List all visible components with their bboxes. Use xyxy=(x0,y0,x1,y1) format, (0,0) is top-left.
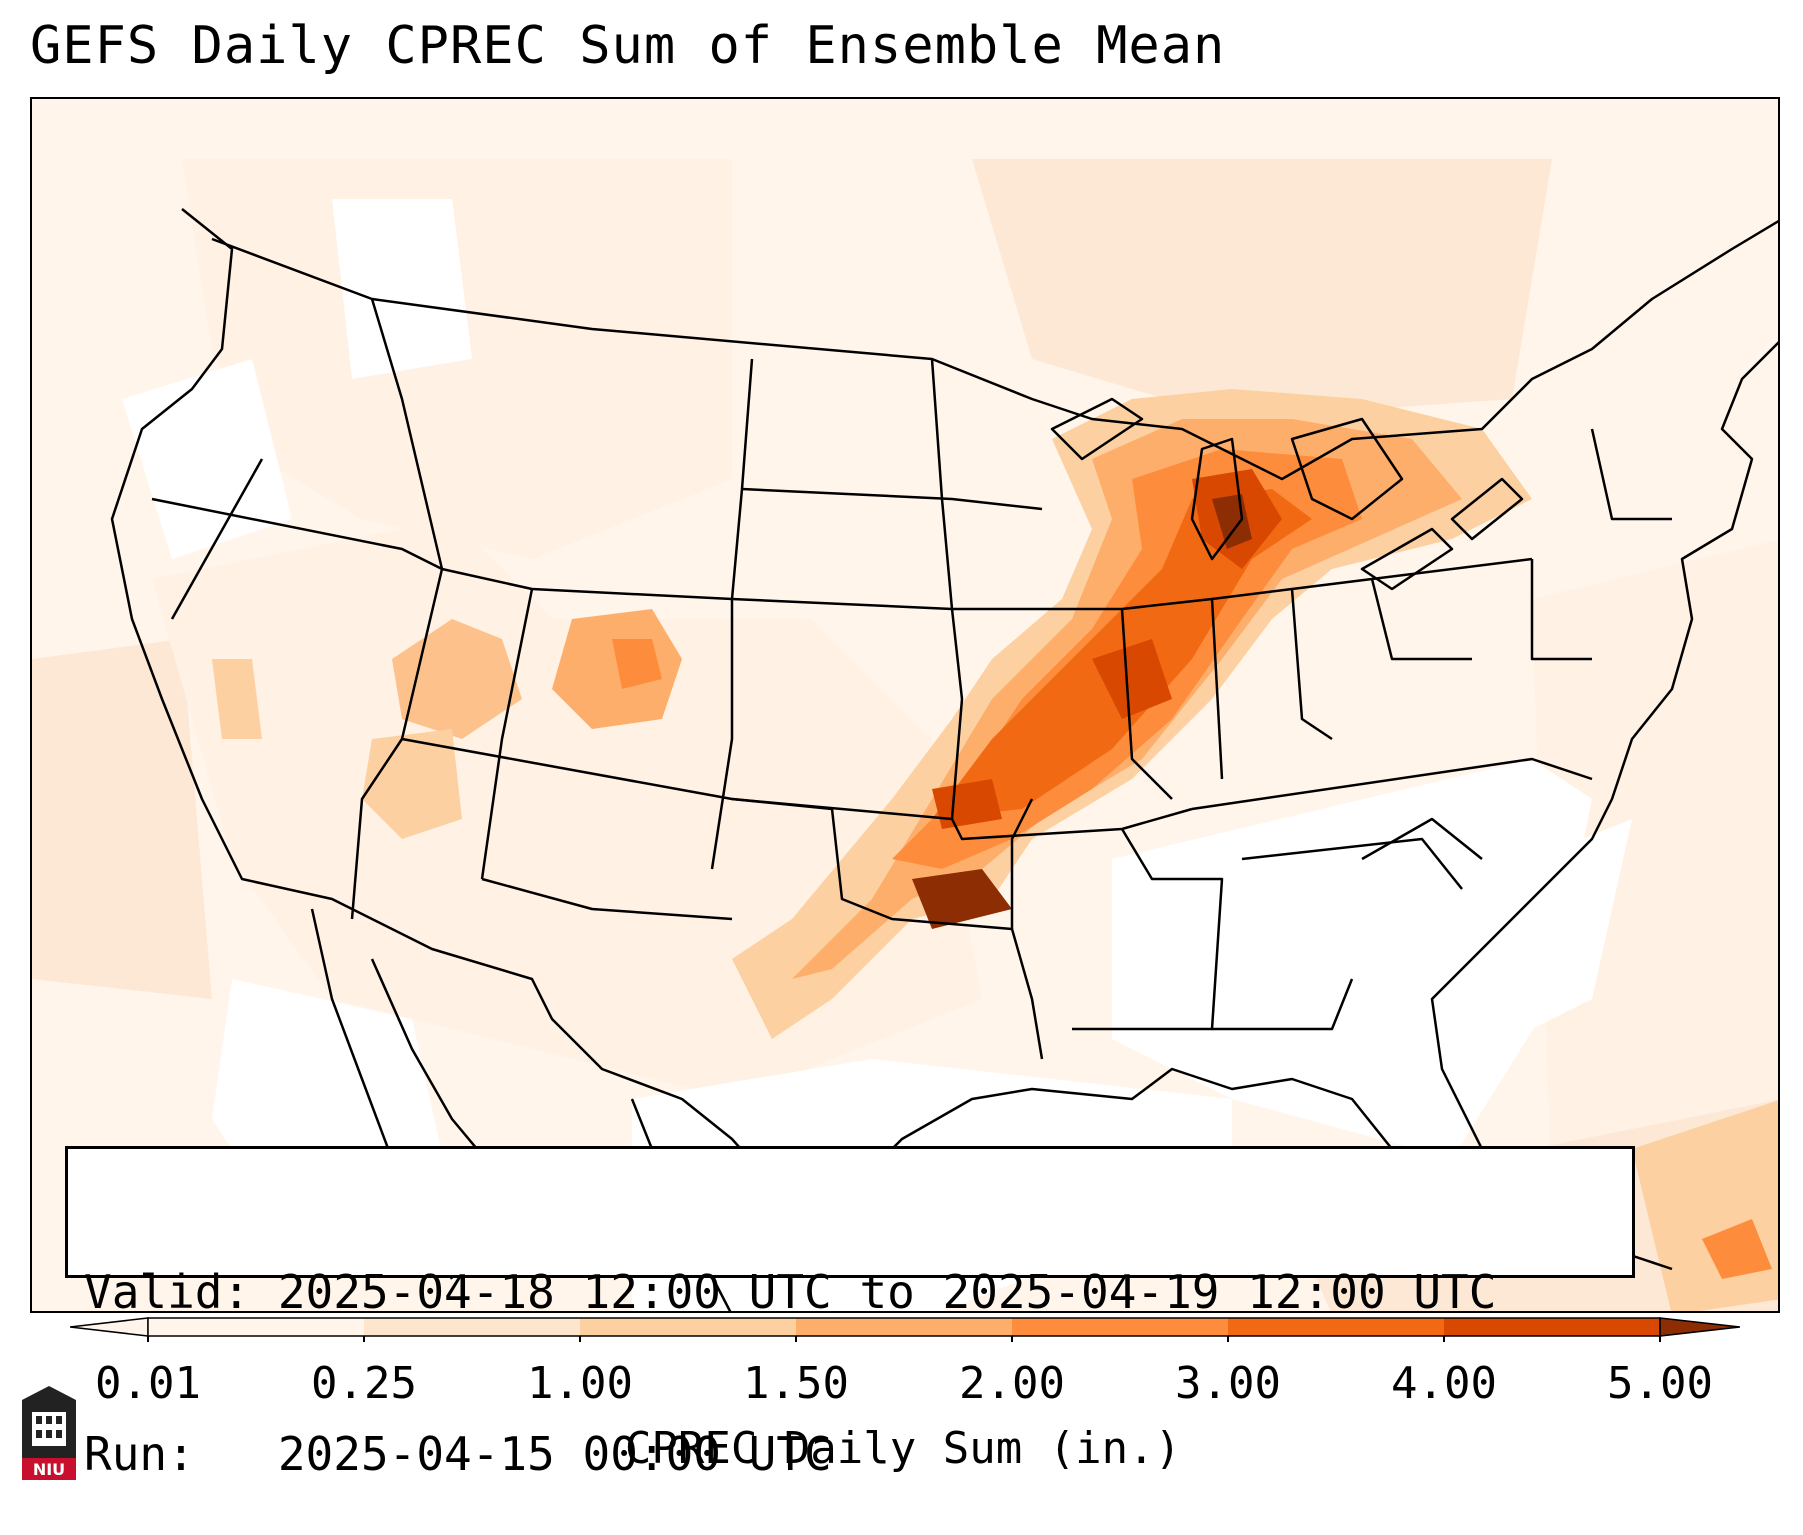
colorbar-segment-7 xyxy=(1444,1318,1660,1336)
colorbar-low-extend xyxy=(70,1317,149,1337)
colorbar-tick-label-5: 2.00 xyxy=(959,1358,1065,1409)
colorbar-segment-3 xyxy=(580,1318,796,1336)
valid-time-box: Valid: 2025-04-18 12:00 UTC to 2025-04-1… xyxy=(65,1146,1635,1481)
colorbar-tick-label-2: 0.25 xyxy=(311,1358,417,1409)
colorbar xyxy=(70,1317,1740,1342)
colorbar-segment-1 xyxy=(148,1318,364,1336)
colorbar-segment-2 xyxy=(364,1318,580,1336)
colorbar-tick-label-7: 4.00 xyxy=(1391,1358,1497,1409)
colorbar-tick-label-6: 3.00 xyxy=(1175,1358,1281,1409)
colorbar-high-extend xyxy=(1659,1317,1740,1337)
colorbar-segment-5 xyxy=(1012,1318,1228,1336)
colorbar-label: CPREC Daily Sum (in.) xyxy=(624,1423,1182,1474)
svg-text:NIU: NIU xyxy=(33,1460,65,1479)
map-canvas xyxy=(32,99,1778,1311)
colorbar-tick-label-8: 5.00 xyxy=(1607,1358,1713,1409)
niu-logo-icon: NIU xyxy=(22,1386,76,1480)
map-title: GEFS Daily CPREC Sum of Ensemble Mean xyxy=(30,16,1226,76)
precipitation-map xyxy=(30,97,1780,1313)
colorbar-tick-label-3: 1.00 xyxy=(527,1358,633,1409)
colorbar-tick-label-4: 1.50 xyxy=(743,1358,849,1409)
colorbar-segment-6 xyxy=(1228,1318,1444,1336)
run-line: Run: 2025-04-15 00:00 UTC xyxy=(84,1427,832,1481)
colorbar-tick-label-1: 0.01 xyxy=(95,1358,201,1409)
colorbar-segment-4 xyxy=(796,1318,1012,1336)
boundaries xyxy=(110,208,1778,1311)
valid-line: Valid: 2025-04-18 12:00 UTC to 2025-04-1… xyxy=(84,1265,1497,1319)
